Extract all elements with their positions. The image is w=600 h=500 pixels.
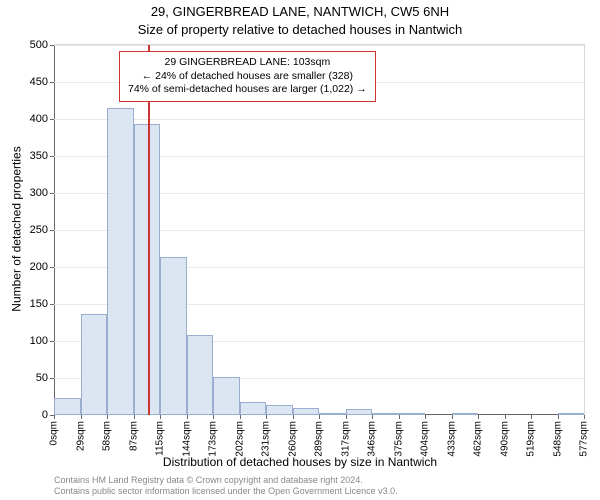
xtick-mark — [54, 415, 55, 419]
ytick-mark — [50, 82, 54, 83]
ytick-mark — [50, 378, 54, 379]
ytick-label: 100 — [30, 335, 48, 347]
xtick-label: 462sqm — [473, 421, 484, 457]
ytick-label: 50 — [36, 372, 48, 384]
histogram-bar — [54, 398, 81, 415]
ytick-label: 500 — [30, 39, 48, 51]
xtick-label: 375sqm — [393, 421, 404, 457]
histogram-bar — [160, 257, 187, 415]
xtick-label: 58sqm — [102, 421, 113, 451]
xtick-label: 289sqm — [314, 421, 325, 457]
xtick-label: 317sqm — [340, 421, 351, 457]
footnote: Contains HM Land Registry data © Crown c… — [54, 475, 398, 497]
xtick-label: 202sqm — [234, 421, 245, 457]
xtick-label: 519sqm — [526, 421, 537, 457]
ytick-mark — [50, 119, 54, 120]
xtick-label: 346sqm — [367, 421, 378, 457]
ytick-mark — [50, 267, 54, 268]
ytick-label: 350 — [30, 150, 48, 162]
histogram-bar — [107, 108, 134, 415]
xtick-mark — [293, 415, 294, 419]
histogram-bar — [372, 413, 399, 415]
histogram-bar — [558, 413, 585, 415]
histogram-bar — [293, 408, 320, 415]
ytick-label: 0 — [42, 409, 48, 421]
xtick-mark — [346, 415, 347, 419]
xtick-label: 548sqm — [552, 421, 563, 457]
xtick-label: 404sqm — [420, 421, 431, 457]
chart-container: 29, GINGERBREAD LANE, NANTWICH, CW5 6NH … — [0, 0, 600, 500]
ytick-mark — [50, 156, 54, 157]
xtick-label: 87sqm — [128, 421, 139, 451]
xtick-label: 29sqm — [75, 421, 86, 451]
xtick-label: 0sqm — [49, 421, 60, 445]
xtick-mark — [240, 415, 241, 419]
xtick-mark — [584, 415, 585, 419]
xtick-mark — [160, 415, 161, 419]
xtick-label: 173sqm — [208, 421, 219, 457]
xtick-mark — [399, 415, 400, 419]
histogram-bar — [81, 314, 108, 415]
xtick-label: 433sqm — [446, 421, 457, 457]
xtick-mark — [213, 415, 214, 419]
footnote-line2: Contains public sector information licen… — [54, 486, 398, 497]
histogram-bar — [452, 413, 479, 415]
ytick-mark — [50, 341, 54, 342]
xtick-mark — [505, 415, 506, 419]
xtick-mark — [558, 415, 559, 419]
xtick-mark — [134, 415, 135, 419]
xtick-label: 260sqm — [287, 421, 298, 457]
ytick-label: 400 — [30, 113, 48, 125]
histogram-bar — [213, 377, 240, 415]
footnote-line1: Contains HM Land Registry data © Crown c… — [54, 475, 398, 486]
xtick-mark — [266, 415, 267, 419]
xtick-label: 144sqm — [181, 421, 192, 457]
ytick-label: 200 — [30, 261, 48, 273]
histogram-bar — [346, 409, 373, 415]
ytick-label: 300 — [30, 187, 48, 199]
xtick-mark — [81, 415, 82, 419]
legend-line3: 74% of semi-detached houses are larger (… — [128, 83, 367, 97]
legend-box: 29 GINGERBREAD LANE: 103sqm← 24% of deta… — [119, 51, 376, 102]
ytick-label: 150 — [30, 298, 48, 310]
y-axis-label: Number of detached properties — [10, 44, 24, 414]
histogram-bar — [319, 413, 346, 415]
xtick-mark — [319, 415, 320, 419]
histogram-bar — [399, 413, 426, 415]
histogram-bar — [266, 405, 293, 415]
legend-line2: ← 24% of detached houses are smaller (32… — [128, 70, 367, 84]
histogram-bar — [240, 402, 267, 415]
plot-area: 0501001502002503003504004505000sqm29sqm5… — [54, 44, 585, 415]
xtick-mark — [478, 415, 479, 419]
xtick-mark — [425, 415, 426, 419]
xtick-label: 231sqm — [261, 421, 272, 457]
xtick-mark — [452, 415, 453, 419]
xtick-mark — [187, 415, 188, 419]
ytick-mark — [50, 230, 54, 231]
gridline — [54, 45, 584, 46]
ytick-mark — [50, 45, 54, 46]
xtick-label: 115sqm — [155, 421, 166, 456]
x-axis-label: Distribution of detached houses by size … — [0, 455, 600, 469]
xtick-mark — [372, 415, 373, 419]
xtick-mark — [107, 415, 108, 419]
chart-title-sub: Size of property relative to detached ho… — [0, 22, 600, 37]
xtick-label: 490sqm — [499, 421, 510, 457]
ytick-label: 250 — [30, 224, 48, 236]
legend-line1: 29 GINGERBREAD LANE: 103sqm — [128, 56, 367, 70]
ytick-mark — [50, 193, 54, 194]
ytick-label: 450 — [30, 76, 48, 88]
xtick-label: 577sqm — [579, 421, 590, 457]
xtick-mark — [531, 415, 532, 419]
histogram-bar — [187, 335, 214, 415]
ytick-mark — [50, 304, 54, 305]
gridline — [54, 119, 584, 120]
chart-title-main: 29, GINGERBREAD LANE, NANTWICH, CW5 6NH — [0, 4, 600, 19]
histogram-bar — [134, 124, 161, 415]
